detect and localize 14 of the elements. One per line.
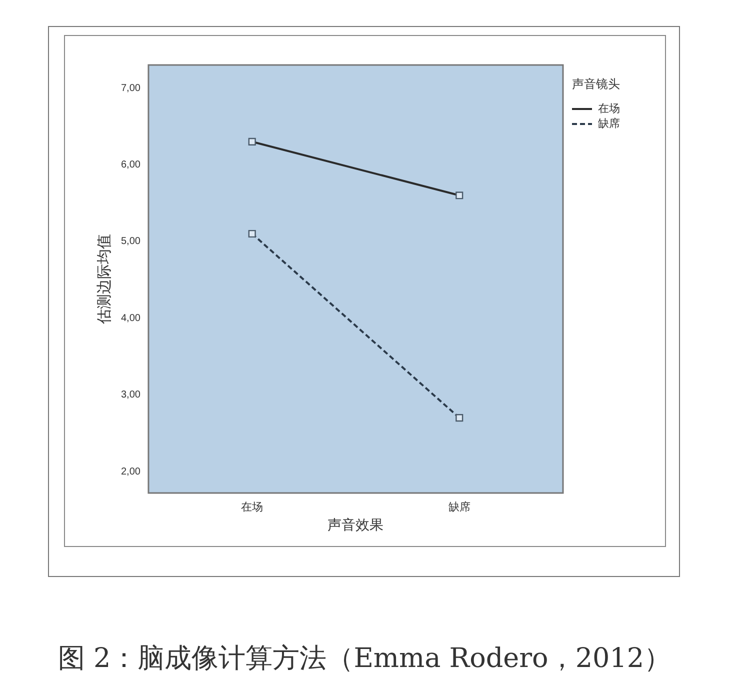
y-tick-label: 2,00: [120, 466, 141, 478]
legend-label: 缺席: [598, 116, 620, 131]
legend-label: 在场: [598, 101, 620, 116]
x-axis-title: 声音效果: [328, 516, 384, 532]
y-tick-label: 6,00: [120, 159, 141, 170]
legend-title: 声音镜头: [572, 76, 621, 93]
point: [456, 414, 464, 422]
y-tick-label: 3,00: [120, 390, 141, 401]
point: [248, 230, 256, 238]
y-axis-title: 估测边际均值: [96, 234, 114, 325]
y-tick-label: 7,00: [120, 82, 141, 94]
caption: 图 2：脑成像计算方法（Emma Rodero，2012）: [56, 642, 672, 676]
y-tick-label: 4,00: [120, 312, 141, 324]
y-tick-label: 5,00: [120, 236, 141, 248]
